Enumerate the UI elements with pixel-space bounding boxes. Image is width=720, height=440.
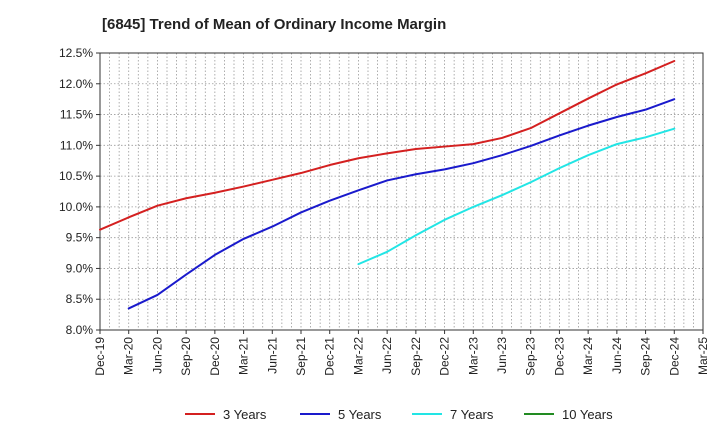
legend: 3 Years 5 Years 7 Years 10 Years [185,407,613,422]
series-line-3-years [99,60,676,231]
x-tick-label: Sep-20 [179,337,193,376]
x-tick-label: Mar-24 [581,337,595,375]
x-tick-label: Dec-21 [323,337,337,376]
y-tick-label: 9.0% [66,261,94,275]
x-tick-label: Jun-21 [265,337,279,374]
legend-label: 10 Years [562,407,613,422]
legend-label: 7 Years [450,407,494,422]
x-tick-label: Sep-21 [294,337,308,376]
x-tick-label: Jun-20 [150,337,164,374]
x-tick-label: Sep-23 [524,337,538,376]
plot-frame [99,52,704,331]
x-tick-label: Mar-22 [351,337,365,375]
y-tick-label: 10.0% [59,200,93,214]
y-tick-label: 9.5% [66,231,94,245]
y-tick-label: 11.0% [60,138,93,152]
y-tick-label: 12.0% [59,77,93,91]
x-tick-label: Sep-22 [409,337,423,376]
x-tick-label: Mar-20 [122,337,136,375]
axis-layer: 12.5% 12.0% 11.5% 11.0% 10.5% 10.0% 9.5% 9.0% 8.… [59,46,710,376]
x-tick-label: Mar-21 [237,337,251,375]
x-tick-label: Jun-22 [380,337,394,374]
series-line-5-years [127,98,676,310]
grid-layer [99,52,704,331]
plot-background [100,53,703,330]
chart-title: [6845] Trend of Mean of Ordinary Income … [102,16,447,33]
x-tick-label: Dec-23 [552,337,566,376]
x-tick-label: Dec-20 [208,337,222,376]
series-layer [99,60,676,310]
x-tick-label: Jun-23 [495,337,509,374]
y-tick-label: 8.5% [66,292,94,306]
y-tick-label: 8.0% [66,323,94,337]
x-tick-label: Mar-25 [696,337,710,375]
series-line-7-years [357,127,676,266]
x-tick-label: Dec-22 [438,337,452,376]
y-tick-label: 12.5% [59,46,93,60]
legend-label: 3 Years [223,407,267,422]
y-tick-label: 11.5% [60,108,93,122]
x-tick-label: Mar-23 [466,337,480,375]
x-tick-label: Dec-19 [93,337,107,376]
x-tick-label: Sep-24 [639,337,653,376]
legend-label: 5 Years [338,407,382,422]
y-tick-label: 10.5% [59,169,93,183]
x-tick-label: Dec-24 [667,337,681,376]
x-tick-label: Jun-24 [610,337,624,374]
